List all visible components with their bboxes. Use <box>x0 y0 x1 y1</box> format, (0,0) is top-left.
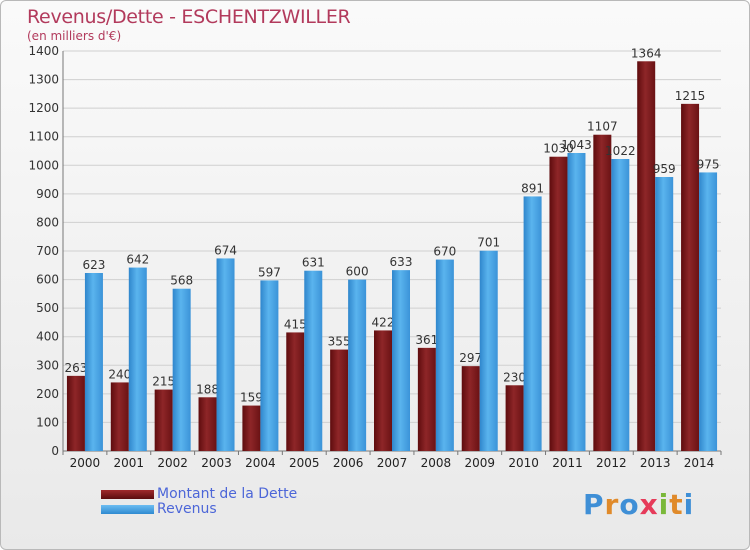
data-label-debt-2001: 240 <box>108 367 131 381</box>
bar-revenue-2007 <box>392 270 410 451</box>
bar-debt-2001 <box>110 382 129 451</box>
x-tick-label: 2000 <box>70 456 101 470</box>
bar-debt-2000 <box>66 375 85 451</box>
x-tick-label: 2002 <box>157 456 188 470</box>
bar-revenue-2006 <box>348 279 367 451</box>
data-label-revenue-2010: 891 <box>521 181 544 195</box>
x-tick-label: 2013 <box>640 456 671 470</box>
data-label-debt-2008: 361 <box>415 333 438 347</box>
legend-label-revenue: Revenus <box>157 501 217 517</box>
bar-revenue-2012 <box>611 159 630 451</box>
data-label-debt-2012: 1107 <box>587 120 618 134</box>
data-label-revenue-2006: 600 <box>346 265 369 279</box>
data-label-revenue-2004: 597 <box>258 265 281 279</box>
y-tick-label: 800 <box>36 215 59 229</box>
data-label-revenue-2007: 633 <box>390 255 413 269</box>
data-label-revenue-2009: 701 <box>477 236 500 250</box>
data-label-debt-2009: 297 <box>459 351 482 365</box>
y-tick-label: 1400 <box>28 44 59 58</box>
bar-debt-2014 <box>681 103 700 451</box>
bar-revenue-2005 <box>304 270 323 451</box>
y-tick-label: 500 <box>36 301 59 315</box>
bar-debt-2011 <box>549 156 568 451</box>
bar-revenue-2001 <box>128 267 147 451</box>
bar-revenue-2013 <box>655 177 674 451</box>
x-tick-label: 2004 <box>245 456 276 470</box>
proxiti-logo: Proxiti <box>583 488 695 521</box>
y-tick-label: 400 <box>36 330 59 344</box>
bar-revenue-2010 <box>523 196 542 451</box>
y-tick-label: 0 <box>51 444 59 458</box>
data-label-revenue-2005: 631 <box>302 256 325 270</box>
data-label-debt-2000: 263 <box>64 361 87 375</box>
data-label-debt-2003: 188 <box>196 382 219 396</box>
bar-revenue-2000 <box>84 273 103 451</box>
bar-debt-2003 <box>198 397 217 451</box>
x-tick-label: 2014 <box>684 456 715 470</box>
data-label-revenue-2011: 1043 <box>561 138 592 152</box>
bar-debt-2010 <box>505 385 524 451</box>
data-label-debt-2014: 1215 <box>675 89 706 103</box>
data-label-debt-2006: 355 <box>328 335 351 349</box>
bar-revenue-2009 <box>479 250 498 451</box>
x-tick-label: 2008 <box>421 456 452 470</box>
data-label-debt-2013: 1364 <box>631 46 662 60</box>
x-tick-label: 2001 <box>114 456 145 470</box>
data-label-revenue-2013: 959 <box>653 162 676 176</box>
legend-label-debt: Montant de la Dette <box>157 486 298 502</box>
y-tick-label: 900 <box>36 187 59 201</box>
chart-subtitle: (en milliers d'€) <box>27 29 122 43</box>
data-label-revenue-2012: 1022 <box>605 144 636 158</box>
bar-debt-2007 <box>374 330 392 451</box>
legend-swatch-revenue <box>101 505 154 514</box>
x-tick-label: 2005 <box>289 456 320 470</box>
y-tick-label: 1300 <box>28 73 59 87</box>
y-tick-label: 700 <box>36 244 59 258</box>
data-label-revenue-2008: 670 <box>433 245 456 259</box>
x-tick-label: 2012 <box>596 456 627 470</box>
data-label-revenue-2001: 642 <box>126 253 149 267</box>
data-label-debt-2002: 215 <box>152 375 175 389</box>
y-tick-label: 1000 <box>28 158 59 172</box>
bar-debt-2006 <box>330 349 349 451</box>
bar-revenue-2004 <box>260 280 279 451</box>
y-tick-label: 1200 <box>28 101 59 115</box>
bar-debt-2004 <box>242 405 261 451</box>
x-tick-label: 2011 <box>552 456 583 470</box>
bar-debt-2009 <box>461 366 480 451</box>
data-label-debt-2010: 230 <box>503 370 526 384</box>
data-label-revenue-2003: 674 <box>214 243 237 257</box>
y-tick-label: 200 <box>36 387 59 401</box>
bar-revenue-2002 <box>172 288 191 451</box>
data-label-debt-2011: 1030 <box>543 142 574 156</box>
bar-debt-2008 <box>417 347 436 451</box>
bar-revenue-2008 <box>435 259 454 451</box>
bar-revenue-2014 <box>699 172 718 451</box>
x-tick-label: 2009 <box>464 456 495 470</box>
bar-revenue-2011 <box>567 153 586 451</box>
data-label-revenue-2002: 568 <box>170 274 193 288</box>
x-tick-label: 2007 <box>377 456 408 470</box>
x-tick-label: 2010 <box>508 456 539 470</box>
bar-revenue-2003 <box>216 258 235 451</box>
data-label-revenue-2000: 623 <box>82 258 105 272</box>
x-tick-label: 2003 <box>201 456 232 470</box>
bar-debt-2005 <box>286 332 305 451</box>
data-label-revenue-2014: 975 <box>697 157 720 171</box>
bar-debt-2012 <box>593 134 612 451</box>
x-tick-label: 2006 <box>333 456 364 470</box>
bar-debt-2013 <box>637 61 656 452</box>
y-tick-label: 1100 <box>28 130 59 144</box>
data-label-debt-2004: 159 <box>240 391 263 405</box>
chart-title: Revenus/Dette - ESCHENTZWILLER <box>27 6 351 28</box>
y-tick-label: 300 <box>36 358 59 372</box>
data-label-debt-2005: 415 <box>284 317 307 331</box>
y-tick-label: 100 <box>36 415 59 429</box>
legend-swatch-debt <box>101 490 154 499</box>
data-label-debt-2007: 422 <box>372 315 395 329</box>
y-tick-label: 600 <box>36 273 59 287</box>
bar-debt-2002 <box>154 389 173 451</box>
